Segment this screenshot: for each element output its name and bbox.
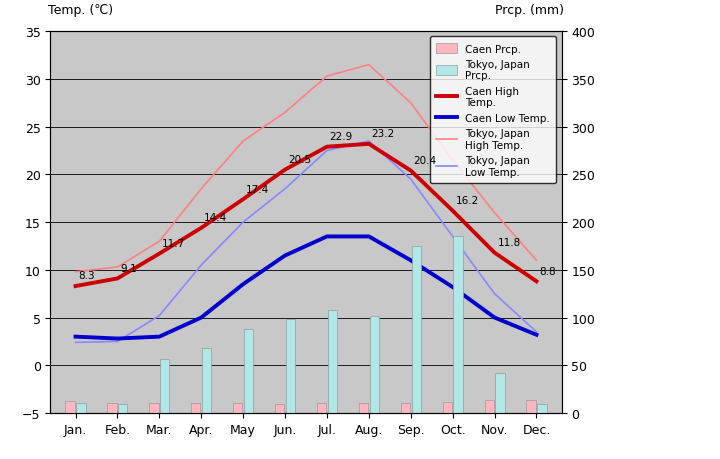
Bar <box>118 404 127 413</box>
Bar <box>317 403 326 413</box>
Bar <box>454 237 463 413</box>
Text: 20.4: 20.4 <box>413 156 436 166</box>
Bar <box>412 246 420 413</box>
Text: Prcp. (mm): Prcp. (mm) <box>495 4 564 17</box>
Bar <box>244 329 253 413</box>
Bar <box>537 404 546 413</box>
Bar <box>369 316 379 413</box>
Bar <box>526 400 536 413</box>
Text: 8.3: 8.3 <box>78 271 95 281</box>
Text: 9.1: 9.1 <box>120 263 137 273</box>
Text: Temp. (℃): Temp. (℃) <box>48 4 113 17</box>
Bar <box>495 373 505 413</box>
Text: 17.4: 17.4 <box>246 184 269 194</box>
Bar <box>443 402 452 413</box>
Bar <box>66 401 75 413</box>
Bar <box>286 320 295 413</box>
Text: 22.9: 22.9 <box>330 132 353 142</box>
Bar <box>485 400 494 413</box>
Text: 20.5: 20.5 <box>288 155 311 165</box>
Bar <box>149 403 158 413</box>
Bar <box>192 403 200 413</box>
Bar <box>401 403 410 413</box>
Bar <box>328 310 337 413</box>
Bar <box>275 404 284 413</box>
Text: 16.2: 16.2 <box>456 196 479 206</box>
Bar <box>76 403 86 413</box>
Bar <box>160 359 169 413</box>
Bar <box>359 403 368 413</box>
Text: 11.8: 11.8 <box>498 238 521 247</box>
Text: 8.8: 8.8 <box>539 266 556 276</box>
Legend: Caen Prcp., Tokyo, Japan
Prcp., Caen High
Temp., Caen Low Temp., Tokyo, Japan
Hi: Caen Prcp., Tokyo, Japan Prcp., Caen Hig… <box>430 37 557 184</box>
Text: 11.7: 11.7 <box>162 239 185 248</box>
Bar <box>233 403 243 413</box>
Bar <box>107 403 117 413</box>
Text: 14.4: 14.4 <box>204 213 228 223</box>
Text: 23.2: 23.2 <box>372 129 395 139</box>
Bar <box>202 348 211 413</box>
